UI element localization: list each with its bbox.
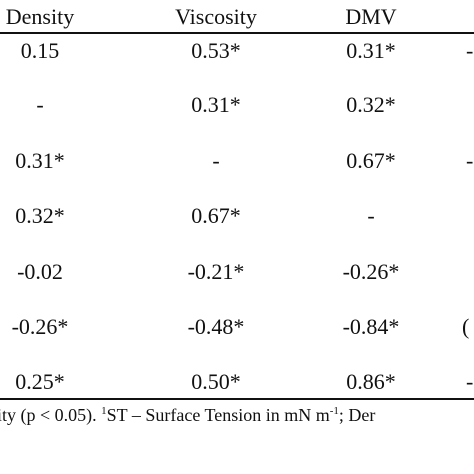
cell-viscosity: 0.50* — [191, 369, 241, 394]
cell-viscosity: 0.31* — [191, 92, 241, 117]
cell-dmv: - — [367, 203, 375, 228]
cell-dmv: 0.32* — [346, 92, 396, 117]
header-density: Density — [5, 4, 75, 29]
footnote-superscript: -1 — [329, 405, 339, 417]
footer-rule — [0, 398, 474, 400]
cell-density: 0.31* — [15, 148, 65, 173]
header-dmv: DMV — [345, 4, 397, 29]
cell-dmv: 0.31* — [346, 38, 396, 63]
table-footnote: ity (p < 0.05). 1ST – Surface Tension in… — [0, 404, 375, 426]
cell-dmv: -0.26* — [342, 259, 400, 284]
cell-dmv: 0.67* — [346, 148, 396, 173]
cell-viscosity: 0.53* — [191, 38, 241, 63]
cell-viscosity: -0.21* — [187, 259, 245, 284]
cell-dmv: 0.86* — [346, 369, 396, 394]
header-rule — [0, 32, 474, 34]
cell-edge-fragment: ( — [462, 314, 470, 339]
cell-dmv: -0.84* — [342, 314, 400, 339]
footnote-text: ST – Surface Tension in mN m — [106, 405, 330, 425]
cell-density: 0.32* — [15, 203, 65, 228]
cell-edge-fragment: - — [466, 148, 474, 173]
footnote-text: ; Der — [338, 405, 376, 425]
header-viscosity: Viscosity — [175, 4, 257, 29]
footnote-superscript: 1 — [101, 405, 107, 417]
cell-edge-fragment: - — [466, 369, 474, 394]
cell-density: 0.15 — [20, 38, 60, 63]
cell-density: -0.02 — [17, 259, 63, 284]
cell-viscosity: 0.67* — [191, 203, 241, 228]
cell-density: -0.26* — [11, 314, 69, 339]
cell-density: - — [36, 92, 44, 117]
footnote-text: ity (p < 0.05). — [0, 405, 102, 425]
cell-edge-fragment: - — [466, 38, 474, 63]
cell-density: 0.25* — [15, 369, 65, 394]
cell-viscosity: -0.48* — [187, 314, 245, 339]
cell-viscosity: - — [212, 148, 220, 173]
